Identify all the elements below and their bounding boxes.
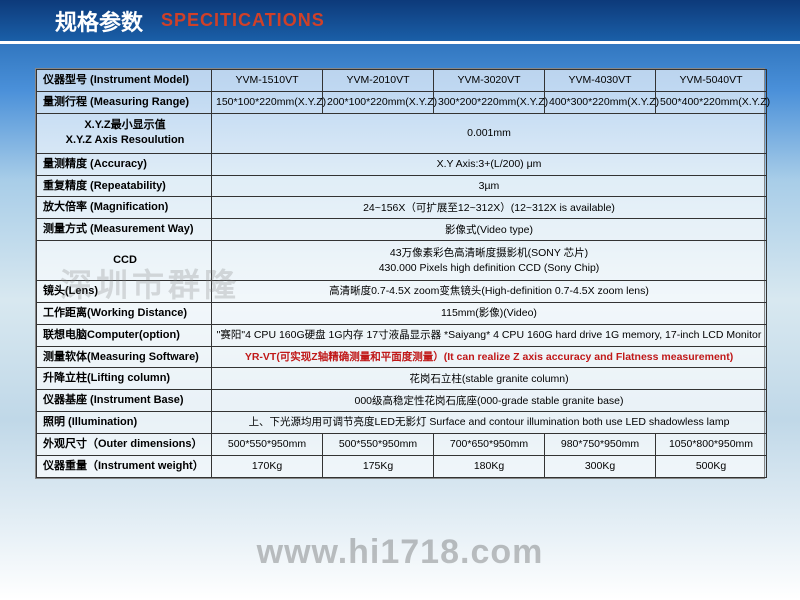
table-row: 放大倍率 (Magnification)24~156X（可扩展至12~312X）…	[37, 197, 767, 219]
row-label: 测量方式 (Measurement Way)	[37, 219, 212, 241]
row-cell: 700*650*950mm	[434, 433, 545, 455]
row-value: "赛阳"4 CPU 160G硬盘 1G内存 17寸液晶显示器 *Saiyang*…	[212, 324, 767, 346]
spec-table: 仪器型号 (Instrument Model)YVM-1510VTYVM-201…	[36, 69, 767, 478]
row-label: 工作距离(Working Distance)	[37, 302, 212, 324]
table-row: 重复精度 (Repeatability)3µm	[37, 175, 767, 197]
row-value: 000级高稳定性花岗石底座(000-grade stable granite b…	[212, 390, 767, 412]
row-label: 重复精度 (Repeatability)	[37, 175, 212, 197]
row-label: 联想电脑Computer(option)	[37, 324, 212, 346]
row-value: 43万像素彩色高清晰度摄影机(SONY 芯片)430.000 Pixels hi…	[212, 241, 767, 281]
table-row: 量测行程 (Measuring Range)150*100*220mm(X.Y.…	[37, 91, 767, 113]
row-label: CCD	[37, 241, 212, 281]
header-title-en: SPECITICATIONS	[161, 10, 325, 31]
row-label: 测量软体(Measuring Software)	[37, 346, 212, 368]
row-cell: 180Kg	[434, 455, 545, 477]
row-value: 24~156X（可扩展至12~312X）(12~312X is availabl…	[212, 197, 767, 219]
row-value: X.Y Axis:3+(L/200) μm	[212, 153, 767, 175]
row-cell: 500*400*220mm(X.Y.Z)	[656, 91, 767, 113]
row-value: 0.001mm	[212, 113, 767, 153]
row-cell: YVM-2010VT	[323, 70, 434, 92]
row-cell: 500Kg	[656, 455, 767, 477]
table-row: 工作距离(Working Distance)115mm(影像)(Video)	[37, 302, 767, 324]
table-row: 升降立柱(Lifting column)花岗石立柱(stable granite…	[37, 368, 767, 390]
row-label: 放大倍率 (Magnification)	[37, 197, 212, 219]
row-label: 外观尺寸（Outer dimensions）	[37, 433, 212, 455]
row-cell: 150*100*220mm(X.Y.Z)	[212, 91, 323, 113]
row-value: 115mm(影像)(Video)	[212, 302, 767, 324]
header: 规格参数 SPECITICATIONS	[0, 0, 800, 44]
row-value: 影像式(Video type)	[212, 219, 767, 241]
row-value: 3µm	[212, 175, 767, 197]
row-cell: 500*550*950mm	[212, 433, 323, 455]
table-row: 照明 (Illumination)上、下光源均用可调节亮度LED无影灯 Surf…	[37, 412, 767, 434]
table-row: 仪器重量（Instrument weight）170Kg175Kg180Kg30…	[37, 455, 767, 477]
watermark-url: www.hi1718.com	[0, 533, 800, 572]
table-row: X.Y.Z最小显示值X.Y.Z Axis Resoulution0.001mm	[37, 113, 767, 153]
table-row: 测量软体(Measuring Software)YR-VT(可实现Z轴精确测量和…	[37, 346, 767, 368]
table-row: 外观尺寸（Outer dimensions）500*550*950mm500*5…	[37, 433, 767, 455]
row-label: X.Y.Z最小显示值X.Y.Z Axis Resoulution	[37, 113, 212, 153]
row-cell: YVM-1510VT	[212, 70, 323, 92]
table-row: 联想电脑Computer(option)"赛阳"4 CPU 160G硬盘 1G内…	[37, 324, 767, 346]
row-value: 上、下光源均用可调节亮度LED无影灯 Surface and contour i…	[212, 412, 767, 434]
row-cell: YVM-4030VT	[545, 70, 656, 92]
row-cell: 300*200*220mm(X.Y.Z)	[434, 91, 545, 113]
header-title-cn: 规格参数	[55, 5, 143, 37]
row-cell: YVM-5040VT	[656, 70, 767, 92]
table-row: 镜头(Lens)高清晰度0.7-4.5X zoom变焦镜头(High-defin…	[37, 281, 767, 303]
table-row: 仪器型号 (Instrument Model)YVM-1510VTYVM-201…	[37, 70, 767, 92]
row-label: 量测行程 (Measuring Range)	[37, 91, 212, 113]
row-label: 镜头(Lens)	[37, 281, 212, 303]
row-label: 升降立柱(Lifting column)	[37, 368, 212, 390]
row-value: 花岗石立柱(stable granite column)	[212, 368, 767, 390]
row-cell: 980*750*950mm	[545, 433, 656, 455]
row-cell: 175Kg	[323, 455, 434, 477]
row-cell: 1050*800*950mm	[656, 433, 767, 455]
row-label: 仪器型号 (Instrument Model)	[37, 70, 212, 92]
table-row: 量测精度 (Accuracy)X.Y Axis:3+(L/200) μm	[37, 153, 767, 175]
row-value: 高清晰度0.7-4.5X zoom变焦镜头(High-definition 0.…	[212, 281, 767, 303]
table-row: 仪器基座 (Instrument Base)000级高稳定性花岗石底座(000-…	[37, 390, 767, 412]
row-label: 仪器基座 (Instrument Base)	[37, 390, 212, 412]
row-label: 仪器重量（Instrument weight）	[37, 455, 212, 477]
table-row: 测量方式 (Measurement Way)影像式(Video type)	[37, 219, 767, 241]
row-cell: 170Kg	[212, 455, 323, 477]
table-row: CCD43万像素彩色高清晰度摄影机(SONY 芯片)430.000 Pixels…	[37, 241, 767, 281]
row-cell: 200*100*220mm(X.Y.Z)	[323, 91, 434, 113]
row-cell: 300Kg	[545, 455, 656, 477]
row-cell: YVM-3020VT	[434, 70, 545, 92]
row-cell: 400*300*220mm(X.Y.Z)	[545, 91, 656, 113]
row-label: 照明 (Illumination)	[37, 412, 212, 434]
row-value: YR-VT(可实现Z轴精确测量和平面度测量）(It can realize Z …	[212, 346, 767, 368]
row-label: 量测精度 (Accuracy)	[37, 153, 212, 175]
row-cell: 500*550*950mm	[323, 433, 434, 455]
spec-sheet: 仪器型号 (Instrument Model)YVM-1510VTYVM-201…	[35, 68, 765, 479]
